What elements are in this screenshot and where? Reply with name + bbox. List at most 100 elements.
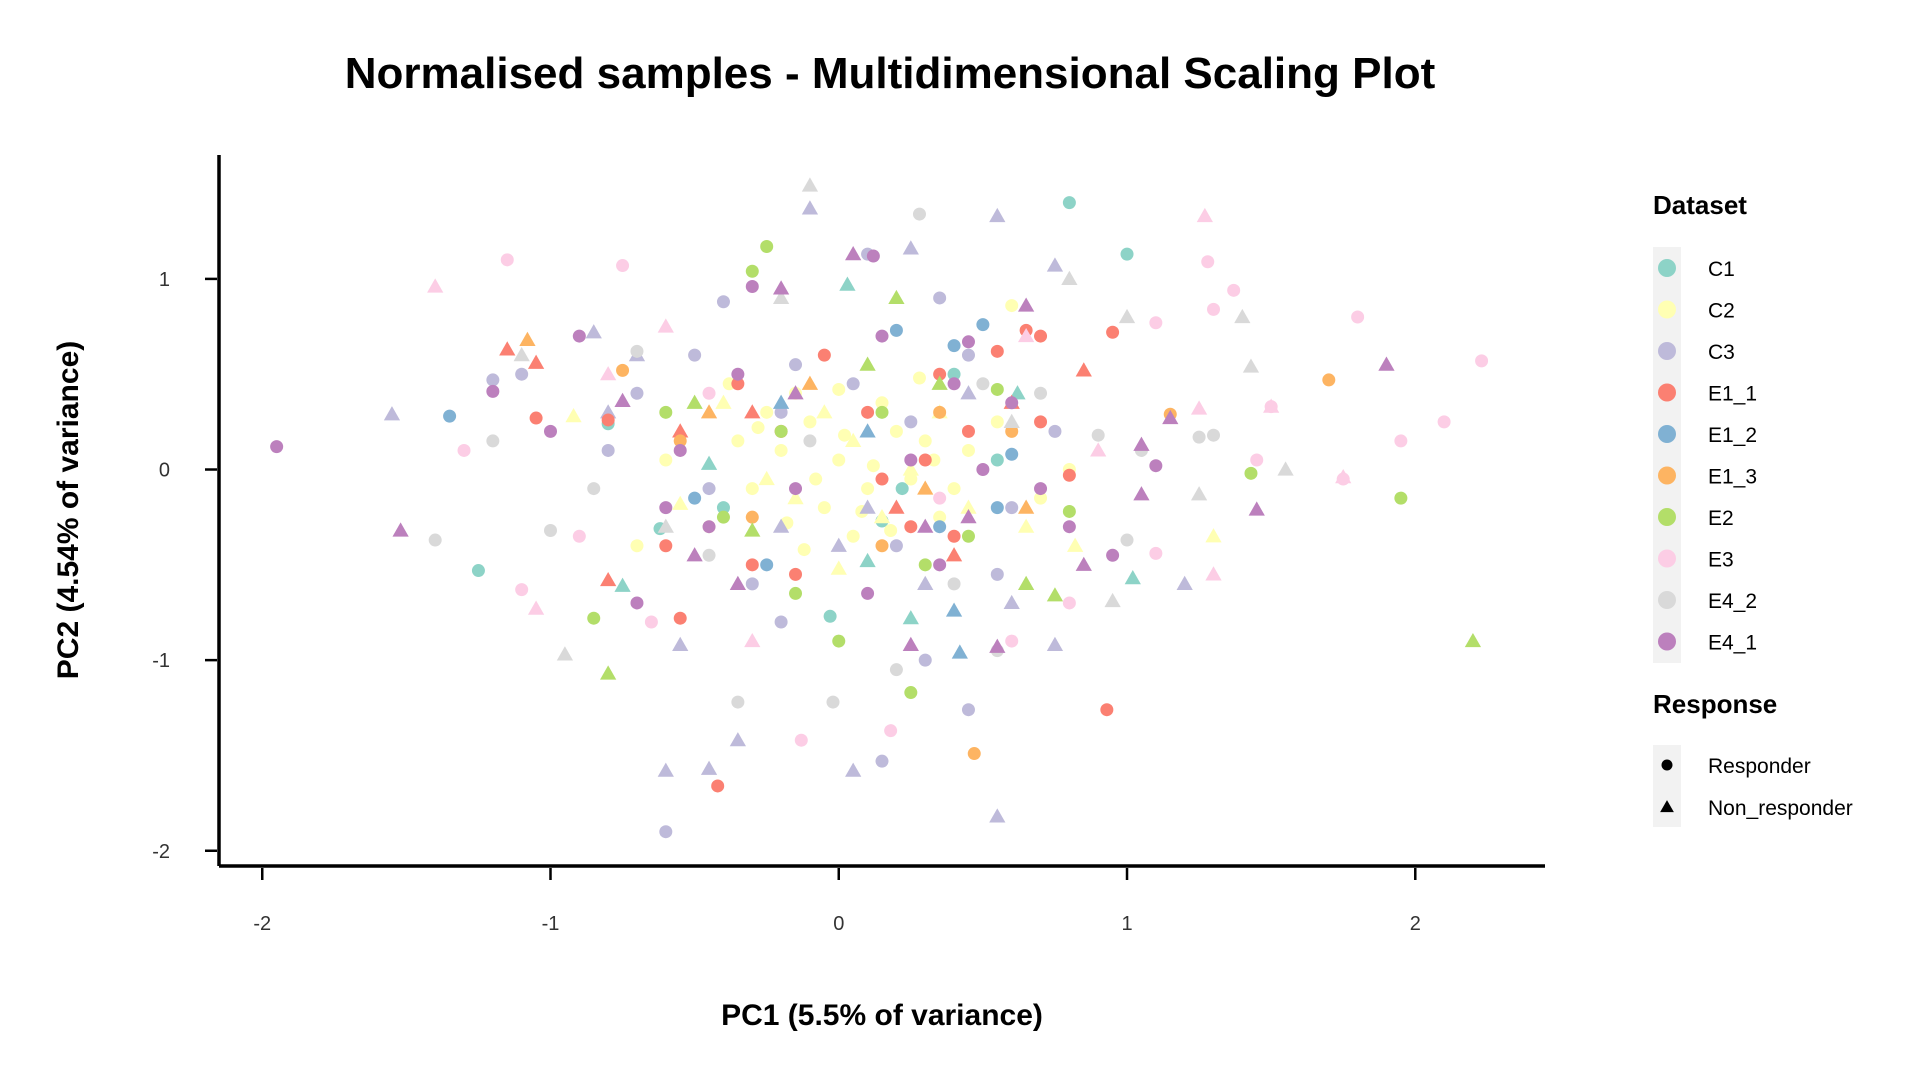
data-point [1062,504,1076,518]
data-point [990,501,1004,515]
data-point [933,405,947,419]
data-point [976,377,990,391]
legend-response-entries: Responder Non_responder [1660,755,1853,820]
data-point [716,510,730,524]
data-point [933,558,947,572]
data-point [1034,329,1048,343]
data-point [772,394,790,409]
data-point [700,455,718,470]
data-point [630,344,644,358]
data-point [745,558,759,572]
data-point [772,518,790,533]
data-point [1475,354,1489,368]
data-point [630,386,644,400]
data-point [772,289,790,305]
data-point [673,443,687,457]
data-point [572,329,586,343]
data-point [731,695,745,709]
data-point [801,177,819,192]
data-point [556,646,574,661]
data-point [600,665,617,680]
data-point [1378,356,1395,371]
data-point [772,280,790,295]
legend-entry-C1: C1 [1658,258,1735,281]
data-point [960,499,977,514]
data-point [1437,415,1451,429]
data-point [990,453,1004,467]
legend-entry-E1_1: E1_1 [1658,383,1757,406]
y-tick-label: -2 [152,841,170,863]
legend-swatch [1658,549,1676,568]
series-E3-Responder [457,253,1489,747]
data-point [976,463,990,477]
data-point [1005,424,1019,438]
data-point [902,610,919,625]
legend-swatch [1658,591,1676,609]
data-point [1100,703,1114,717]
series-C1-Responder [471,196,1134,623]
data-point [1190,486,1208,501]
y-tick-label: 1 [159,269,170,291]
data-point [809,472,823,486]
data-point [659,453,673,467]
data-point [1018,575,1035,590]
data-point [700,760,718,775]
data-point [1196,207,1213,223]
legend-label: E4_1 [1708,632,1757,655]
legend-label: C3 [1708,341,1735,364]
legend-entry-Responder: Responder [1661,755,1811,778]
data-point [875,329,889,343]
data-point [616,259,630,273]
data-point [1090,442,1107,457]
data-point [760,239,774,253]
data-point [961,443,975,457]
data-point [1005,299,1019,313]
data-point [1394,434,1408,448]
data-point [519,331,536,346]
data-point [875,472,889,486]
data-point [715,394,732,409]
data-point [659,405,673,419]
data-point [686,394,703,409]
data-point [904,472,918,486]
data-point [1120,533,1134,547]
data-point [688,491,702,505]
series-E4_2-Responder [428,207,1220,709]
data-point [716,501,730,515]
data-point [990,567,1004,581]
data-point [601,443,615,457]
data-point [758,470,775,486]
data-point [787,489,804,505]
series-E1_3-Responder [616,363,1336,761]
data-point [961,424,975,438]
data-point [585,324,602,339]
data-point [486,434,500,448]
data-point [616,363,630,377]
series-E2-Responder [587,239,1408,700]
data-point [895,482,909,496]
data-point [1003,413,1020,428]
legend-entry-Non_responder: Non_responder [1660,797,1853,820]
legend-response-title: Response [1653,689,1777,719]
data-point [801,200,819,215]
data-point [1005,447,1019,461]
data-point [961,703,975,717]
data-point [884,524,898,538]
data-point [774,443,788,457]
data-point [951,644,968,659]
data-point [976,318,990,332]
data-point [657,518,674,533]
data-point [1062,468,1076,482]
data-point [1192,430,1206,444]
data-point [702,482,716,496]
legend-label: E2 [1708,507,1734,530]
data-point [600,404,617,419]
data-point [889,539,903,553]
data-point [1322,373,1336,387]
data-point [1075,362,1092,377]
data-point [803,415,817,429]
data-point [1149,459,1163,473]
data-point [961,348,975,362]
data-point [902,240,919,255]
